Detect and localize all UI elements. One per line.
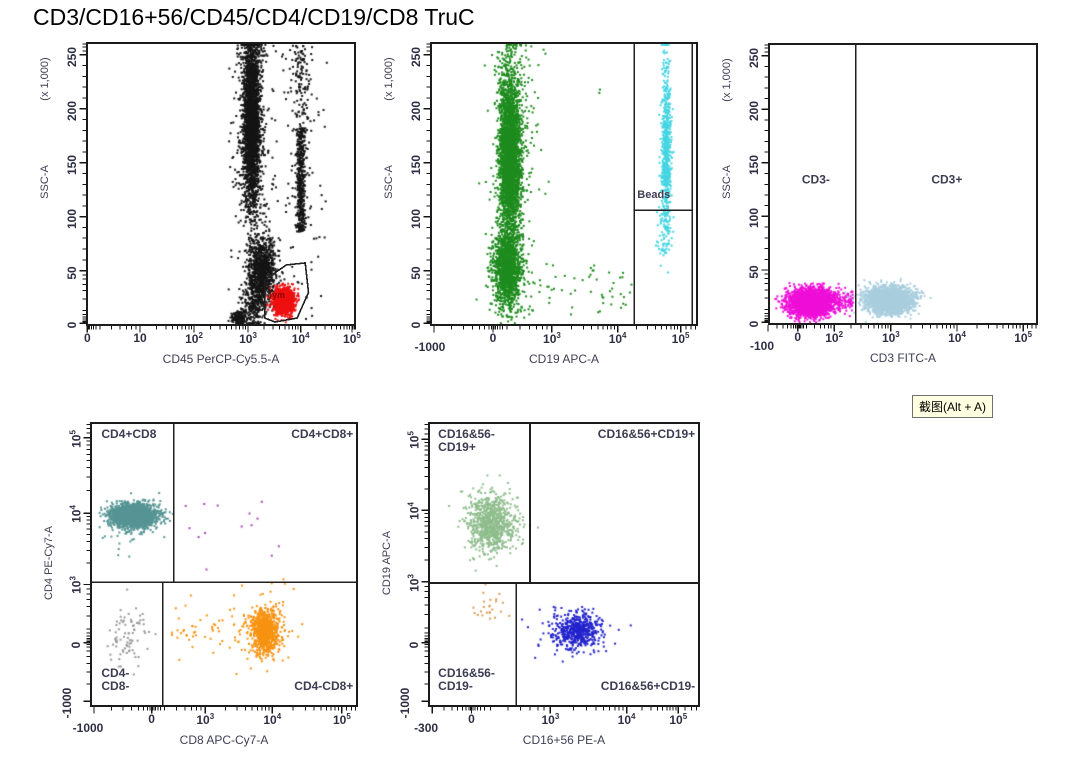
tooltip-text: 截图(Alt + A) <box>919 400 987 414</box>
y-tick-text: 150 <box>409 154 423 175</box>
x-tick-cd19-ssc-0: -1000 <box>414 340 446 354</box>
x-tick-cd19-ssc-4: 105 <box>671 331 690 346</box>
x-tick-cd45-ssc-3: 103 <box>239 331 257 346</box>
plot-cd45-ssc-dots <box>88 44 354 324</box>
plot-cd16-cd19-dots <box>430 424 698 705</box>
region-label-cd16-cd19-0: CD16&56- CD19+ <box>438 427 495 455</box>
x-tick-cd3-ssc-2: 102 <box>825 330 844 345</box>
x-tick-cd16-cd19-2: 103 <box>541 712 560 727</box>
x-axis-title-cd4-cd8: CD8 APC-Cy7-A <box>179 733 269 747</box>
y-axis-title-text: CD19 APC-A <box>381 530 393 595</box>
y-tick-text: 0 <box>407 641 421 649</box>
chart-title: CD3/CD16+56/CD45/CD4/CD19/CD8 TruC <box>33 4 475 30</box>
y-tick-text: 105 <box>406 431 422 449</box>
plot-cd16-cd19: CD16&56- CD19+ CD16&56+CD19+ CD16&56- CD19… <box>421 422 700 714</box>
x-tick-cd4-cd8-3: 104 <box>263 712 282 727</box>
x-tick-cd16-cd19-1: 0 <box>468 712 475 726</box>
x-tick-cd4-cd8-1: 0 <box>148 712 155 726</box>
y-axis-title-text: SSC-A <box>39 165 51 200</box>
x-tick-cd16-cd19-4: 105 <box>669 712 688 727</box>
y-tick-text: 0 <box>409 321 423 329</box>
y-tick-text: 100 <box>409 208 423 229</box>
y-tick-text: 100 <box>65 208 79 229</box>
y-tick-text: 104 <box>68 505 84 524</box>
y-tick-text: -1000 <box>398 687 412 719</box>
x-tick-cd3-ssc-5: 105 <box>1014 330 1033 345</box>
y-axis-title-text: SSC-A <box>721 165 733 200</box>
plot-cd19-ssc-dots <box>432 44 696 324</box>
y-axis-unit-text: (x 1,000) <box>39 57 51 101</box>
y-tick-text: 250 <box>747 47 761 68</box>
x-tick-cd4-cd8-0: -1000 <box>72 721 104 735</box>
y-tick-text: 103 <box>406 573 422 592</box>
y-tick-text: 200 <box>65 100 79 121</box>
x-tick-cd19-ssc-3: 104 <box>608 331 627 346</box>
plot-cd19-ssc: Beads <box>423 42 698 333</box>
region-label-cd4-cd8-3: CD4-CD8+ <box>294 679 354 694</box>
x-tick-cd45-ssc-5: 105 <box>343 331 361 346</box>
x-tick-cd4-cd8-2: 103 <box>196 712 215 727</box>
y-tick-text: 250 <box>65 46 79 67</box>
region-label-cd3-ssc-1: CD3+ <box>931 172 963 187</box>
region-label-cd16-cd19-3: CD16&56+CD19- <box>600 679 696 694</box>
region-label-cd16-cd19-2: CD16&56- CD19- <box>438 666 495 694</box>
gate-label-lym: lym <box>269 290 285 301</box>
region-label-cd16-cd19-1: CD16&56+CD19+ <box>597 427 696 442</box>
y-tick-text: 50 <box>409 265 423 280</box>
y-tick-text: 150 <box>65 154 79 175</box>
y-tick-text: 250 <box>409 46 423 67</box>
y-tick-text: 50 <box>747 265 761 279</box>
x-tick-cd3-ssc-3: 103 <box>881 330 900 345</box>
y-tick-text: 50 <box>65 265 79 280</box>
x-tick-cd16-cd19-3: 104 <box>617 712 636 727</box>
x-tick-cd3-ssc-4: 104 <box>948 330 966 345</box>
region-label-cd4-cd8-2: CD4- CD8- <box>101 666 130 694</box>
x-axis-title-cd19-ssc: CD19 APC-A <box>528 352 600 366</box>
y-axis-title-text: SSC-A <box>383 165 395 200</box>
region-label-cd4-cd8-1: CD4+CD8+ <box>291 427 354 442</box>
plot-cd4-cd8: CD4+CD8 CD4+CD8+ CD4- CD8- CD4-CD8+ <box>83 422 358 714</box>
x-tick-cd19-ssc-1: 0 <box>489 331 497 345</box>
screenshot-tooltip: 截图(Alt + A) <box>912 395 994 418</box>
y-tick-text: 200 <box>747 101 761 122</box>
y-axis-unit-text: (x 1,000) <box>721 58 733 102</box>
y-tick-text: 104 <box>406 502 422 521</box>
plot-cd3-ssc: CD3- CD3+ <box>761 43 1038 332</box>
y-tick-text: 0 <box>65 321 79 329</box>
y-axis-unit-text: (x 1,000) <box>383 57 395 101</box>
x-tick-cd4-cd8-4: 105 <box>333 712 351 727</box>
x-tick-cd16-cd19-0: -300 <box>414 721 439 735</box>
y-axis-title-text: CD4 PE-Cy7-A <box>43 525 55 600</box>
y-tick-text: 0 <box>69 641 83 649</box>
y-tick-text: 200 <box>409 100 423 121</box>
x-axis-title-cd45-ssc: CD45 PerCP-Cy5.5-A <box>162 352 280 366</box>
x-tick-cd3-ssc-0: -100 <box>749 339 775 353</box>
x-tick-cd45-ssc-1: 10 <box>133 331 147 345</box>
y-tick-text: 105 <box>68 429 84 448</box>
plot-cd45-ssc: lym <box>79 42 356 333</box>
y-tick-text: -1000 <box>60 687 74 719</box>
y-tick-text: 0 <box>747 320 761 328</box>
region-label-cd4-cd8-0: CD4+CD8 <box>101 427 157 442</box>
y-tick-text: 150 <box>747 154 761 175</box>
x-tick-cd19-ssc-2: 103 <box>543 331 561 346</box>
x-tick-cd3-ssc-1: 0 <box>794 330 802 344</box>
x-tick-cd45-ssc-0: 0 <box>84 331 91 345</box>
y-tick-text: 100 <box>747 208 761 229</box>
x-tick-cd45-ssc-2: 102 <box>185 331 203 346</box>
x-axis-title-cd16-cd19: CD16+56 PE-A <box>522 733 606 747</box>
region-label-cd3-ssc-0: CD3- <box>801 172 830 187</box>
plot-cd4-cd8-dots <box>92 424 356 705</box>
gate-label-beads: Beads <box>637 188 671 201</box>
x-tick-cd45-ssc-4: 104 <box>291 331 310 346</box>
plot-cd3-ssc-dots <box>770 45 1036 323</box>
y-tick-text: 103 <box>68 576 84 595</box>
x-axis-title-cd3-ssc: CD3 FITC-A <box>870 351 936 365</box>
